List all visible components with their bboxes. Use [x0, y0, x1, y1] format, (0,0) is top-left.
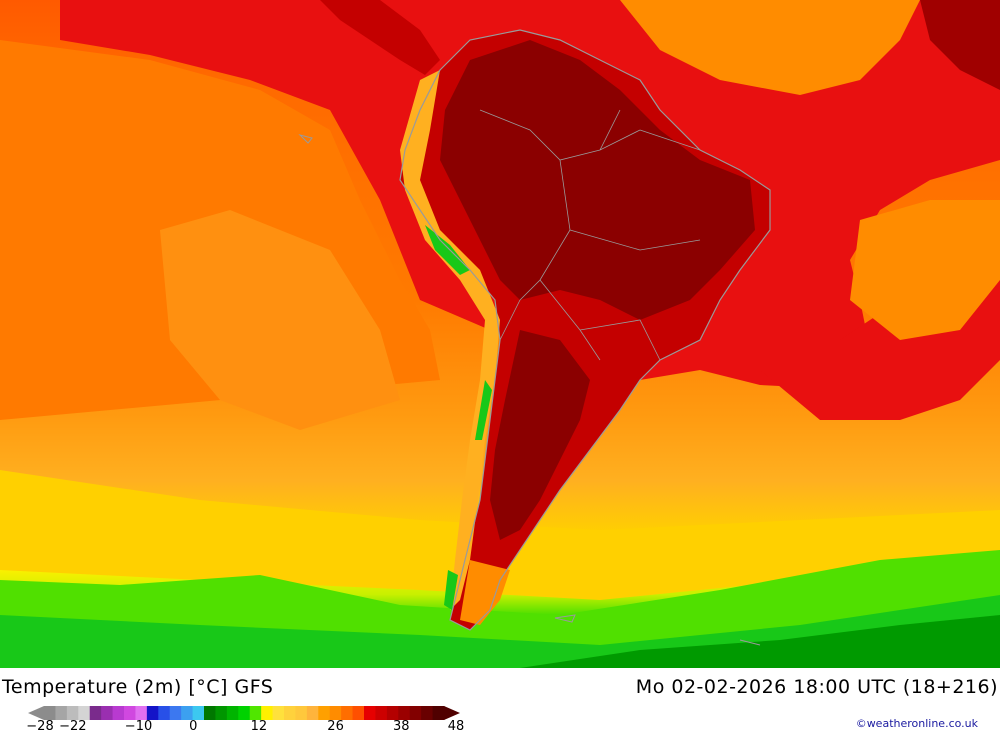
legend-swatch: [124, 706, 136, 720]
legend-swatch: [101, 706, 114, 720]
country-borders: [479, 109, 701, 361]
legend-swatch: [204, 706, 216, 720]
orange-patch-ne: [620, 0, 920, 95]
footer: [0, 668, 1000, 733]
legend-tick-label: 0: [189, 719, 198, 734]
forecast-datetime: Mo 02-02-2026 18:00 UTC (18+216): [635, 676, 998, 698]
islands: [298, 134, 761, 646]
legend-swatch: [261, 706, 274, 720]
amazon-very-hot: [440, 40, 755, 320]
legend-tick-label: 38: [392, 719, 410, 734]
legend-swatch: [352, 706, 365, 720]
legend-arrow-high: [444, 706, 460, 720]
legend-swatch: [135, 706, 148, 720]
legend-tick-label: −28: [26, 719, 54, 734]
legend-swatch: [238, 706, 251, 720]
legend-swatch: [272, 706, 285, 720]
legend-swatch: [306, 706, 319, 720]
legend-swatch: [284, 706, 296, 720]
legend-swatch: [386, 706, 399, 720]
legend-swatch: [226, 706, 239, 720]
legend-tick-label: −22: [59, 719, 87, 734]
north-corner: [920, 0, 1000, 90]
band-lime: [0, 550, 1000, 650]
legend-tick-label: 26: [327, 719, 344, 734]
legend-swatch: [78, 706, 91, 720]
legend-swatch: [89, 706, 102, 720]
legend-swatch: [432, 706, 445, 720]
legend-tick-label: 12: [250, 719, 268, 734]
legend-swatch: [249, 706, 262, 720]
legend-swatch: [341, 706, 354, 720]
legend-swatch: [215, 706, 228, 720]
central-america: [320, 0, 440, 75]
legend-swatch: [329, 706, 342, 720]
legend-swatch: [295, 706, 308, 720]
legend-swatch: [146, 706, 159, 720]
legend-swatch: [181, 706, 194, 720]
patagonia-orange: [460, 560, 510, 625]
legend-swatch: [55, 706, 68, 720]
credit-link[interactable]: ©weatheronline.co.uk: [855, 717, 978, 730]
legend-swatch: [421, 706, 434, 720]
legend-swatch: [318, 706, 331, 720]
legend-tick-label: 48: [447, 719, 465, 734]
map-title: Temperature (2m) [°C] GFS: [2, 676, 274, 698]
pampas-very-hot: [490, 330, 590, 540]
legend-swatch: [66, 706, 79, 720]
legend-swatch: [398, 706, 411, 720]
legend-swatch: [169, 706, 182, 720]
legend-swatch: [192, 706, 205, 720]
orange-patch-east: [850, 200, 1000, 340]
pacific-light: [160, 210, 400, 430]
legend-tick-label: −10: [124, 719, 153, 734]
legend-swatch: [44, 706, 56, 720]
legend-arrow-low: [28, 706, 44, 720]
legend-swatch: [364, 706, 376, 720]
legend-swatch: [409, 706, 422, 720]
legend-swatch: [158, 706, 171, 720]
band-dark-green: [520, 615, 1000, 668]
legend-swatch: [112, 706, 125, 720]
color-legend: [28, 706, 460, 720]
coastline: [399, 29, 771, 631]
temperature-map: [0, 0, 1000, 668]
legend-swatch: [375, 706, 388, 720]
andes-cool: [400, 70, 500, 610]
